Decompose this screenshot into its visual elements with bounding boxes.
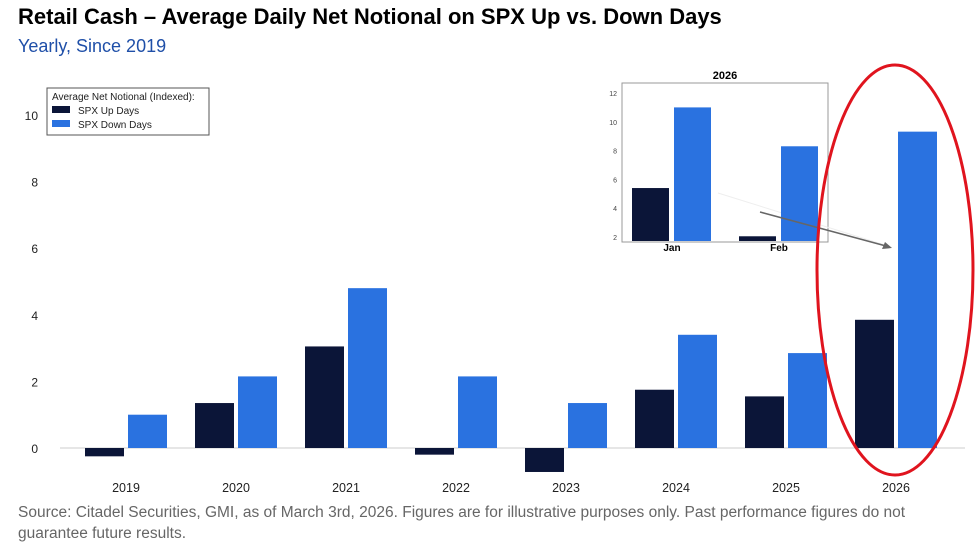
bar-up-2024 [635,389,674,448]
source-note: Source: Citadel Securities, GMI, as of M… [18,504,906,542]
y-tick-label: 4 [31,309,38,323]
bar-down-2023 [568,403,607,448]
arrow-line [759,211,887,247]
bar-up-2020 [195,403,234,448]
bar-up-2025 [745,396,784,448]
bar-down-2019 [128,414,167,448]
x-tick-label: 2019 [112,481,140,495]
bar-up-2023 [525,448,564,472]
x-tick-label: 2025 [772,481,800,495]
legend-label: SPX Down Days [78,120,152,131]
inset-title: 2026 [713,70,737,82]
inset-y-tick-label: 12 [609,91,617,98]
x-tick-label: 2022 [442,481,470,495]
bar-up-2021 [305,346,344,448]
inset-y-tick-label: 10 [609,120,617,127]
legend-box [46,87,210,136]
inset-y-tick-label: 4 [613,206,617,213]
y-tick-label: 2 [31,375,38,389]
x-tick-label: 2026 [882,481,910,495]
inset-y-tick-label: 6 [613,177,617,184]
bar-up-2022 [415,448,454,455]
legend-swatch [52,106,70,113]
bar-down-2022 [458,376,497,448]
legend-title: Average Net Notional (Indexed): [52,92,195,103]
chart-subtitle: Yearly, Since 2019 [18,36,167,56]
y-tick-label: 8 [31,176,38,190]
y-tick-label: 0 [31,442,38,456]
x-tick-label: 2024 [662,481,690,495]
chart-title: Retail Cash – Average Daily Net Notional… [18,4,722,29]
bar-down-2024 [678,334,717,448]
bar-up-2026 [855,319,894,448]
bar-down-2020 [238,376,277,448]
x-tick-label: 2021 [332,481,360,495]
highlight-ellipse [815,63,975,477]
inset-bar-up-Jan [632,188,669,241]
arrow-head-icon [882,242,892,249]
bar-down-2025 [788,353,827,448]
inset-bar-up-Feb [739,236,776,241]
inset-x-tick-label: Feb [770,243,788,254]
x-tick-label: 2020 [222,481,250,495]
bar-down-2021 [348,288,387,448]
y-tick-label: 10 [25,109,39,123]
bar-up-2019 [85,448,124,457]
legend-swatch [52,120,70,127]
inset-bar-down-Jan [674,107,711,242]
inset-x-tick-label: Jan [663,243,680,254]
x-tick-label: 2023 [552,481,580,495]
bar-down-2026 [898,131,937,448]
inset-y-tick-label: 2 [613,235,617,242]
legend-label: SPX Up Days [78,106,139,117]
inset-y-tick-label: 8 [613,149,617,156]
y-tick-label: 6 [31,242,38,256]
